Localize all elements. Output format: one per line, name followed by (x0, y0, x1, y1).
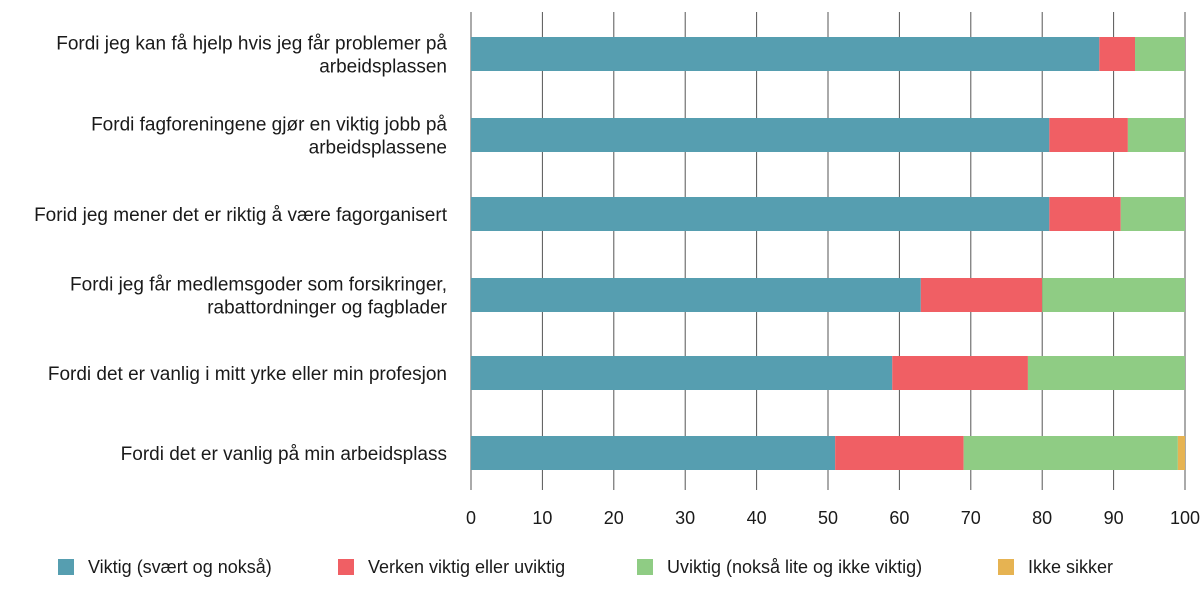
category-labels: Fordi jeg kan få hjelp hvis jeg får prob… (34, 34, 448, 466)
legend-swatch (58, 559, 74, 575)
bar-segment (471, 197, 1050, 231)
legend: Viktig (svært og nokså) Verken viktig ell… (58, 557, 1113, 577)
legend-label: Ikke sikker (1028, 557, 1113, 577)
legend-swatch (998, 559, 1014, 575)
x-tick-label: 40 (747, 508, 767, 528)
x-tick-label: 20 (604, 508, 624, 528)
bar-segment (471, 356, 893, 390)
bar-segment (471, 278, 921, 312)
legend-label: Uviktig (nokså lite og ikke viktig) (667, 557, 922, 577)
category-label: Fordi jeg får medlemsgoder som forsikrin… (70, 275, 448, 319)
x-axis-ticks: 0 10 20 30 40 50 60 70 80 90 100 (466, 508, 1200, 528)
category-label-line: arbeidsplassen (319, 57, 447, 78)
x-tick-label: 70 (961, 508, 981, 528)
bar-segment (471, 436, 836, 470)
bar-segment (1027, 356, 1185, 390)
bar-segment (1099, 37, 1136, 71)
grid-lines (470, 12, 1186, 490)
category-label-line: Forid jeg mener det er riktig å være fag… (34, 205, 448, 226)
category-label: Forid jeg mener det er riktig å være fag… (34, 205, 448, 226)
bar-segment (471, 118, 1050, 152)
category-label-line: rabattordninger og fagblader (207, 298, 447, 319)
bar-segment (1120, 197, 1185, 231)
x-tick-label: 80 (1032, 508, 1052, 528)
bar-segment (1127, 118, 1185, 152)
legend-swatch (338, 559, 354, 575)
bar-segment (835, 436, 964, 470)
bar-segment (471, 37, 1100, 71)
category-label-line: arbeidsplassene (309, 138, 447, 159)
category-label-line: Fordi det er vanlig på min arbeidsplass (121, 444, 447, 465)
category-label: Fordi jeg kan få hjelp hvis jeg får prob… (56, 34, 447, 78)
legend-swatch (637, 559, 653, 575)
x-tick-label: 50 (818, 508, 838, 528)
bar-segment (1177, 436, 1185, 470)
x-tick-label: 10 (532, 508, 552, 528)
bar-segment (1049, 197, 1121, 231)
x-tick-label: 90 (1104, 508, 1124, 528)
bar-segment (1049, 118, 1128, 152)
legend-label: Verken viktig eller uviktig (368, 557, 565, 577)
x-tick-label: 100 (1170, 508, 1200, 528)
category-label-line: Fordi jeg får medlemsgoder som forsikrin… (70, 275, 447, 296)
category-label-line: Fordi fagforeningene gjør en viktig jobb… (91, 115, 447, 136)
bar-segment (1042, 278, 1185, 312)
category-label: Fordi det er vanlig i mitt yrke eller mi… (48, 364, 447, 385)
bar-segment (920, 278, 1043, 312)
bar-segment (963, 436, 1178, 470)
category-label: Fordi det er vanlig på min arbeidsplass (121, 444, 447, 465)
category-label-line: Fordi det er vanlig i mitt yrke eller mi… (48, 364, 447, 385)
bar-segment (892, 356, 1028, 390)
bar-segment (1135, 37, 1185, 71)
category-label-line: Fordi jeg kan få hjelp hvis jeg får prob… (56, 34, 447, 55)
bars (471, 37, 1185, 470)
category-label: Fordi fagforeningene gjør en viktig jobb… (91, 115, 447, 159)
x-tick-label: 60 (889, 508, 909, 528)
x-tick-label: 30 (675, 508, 695, 528)
legend-label: Viktig (svært og nokså) (88, 557, 272, 577)
x-tick-label: 0 (466, 508, 476, 528)
